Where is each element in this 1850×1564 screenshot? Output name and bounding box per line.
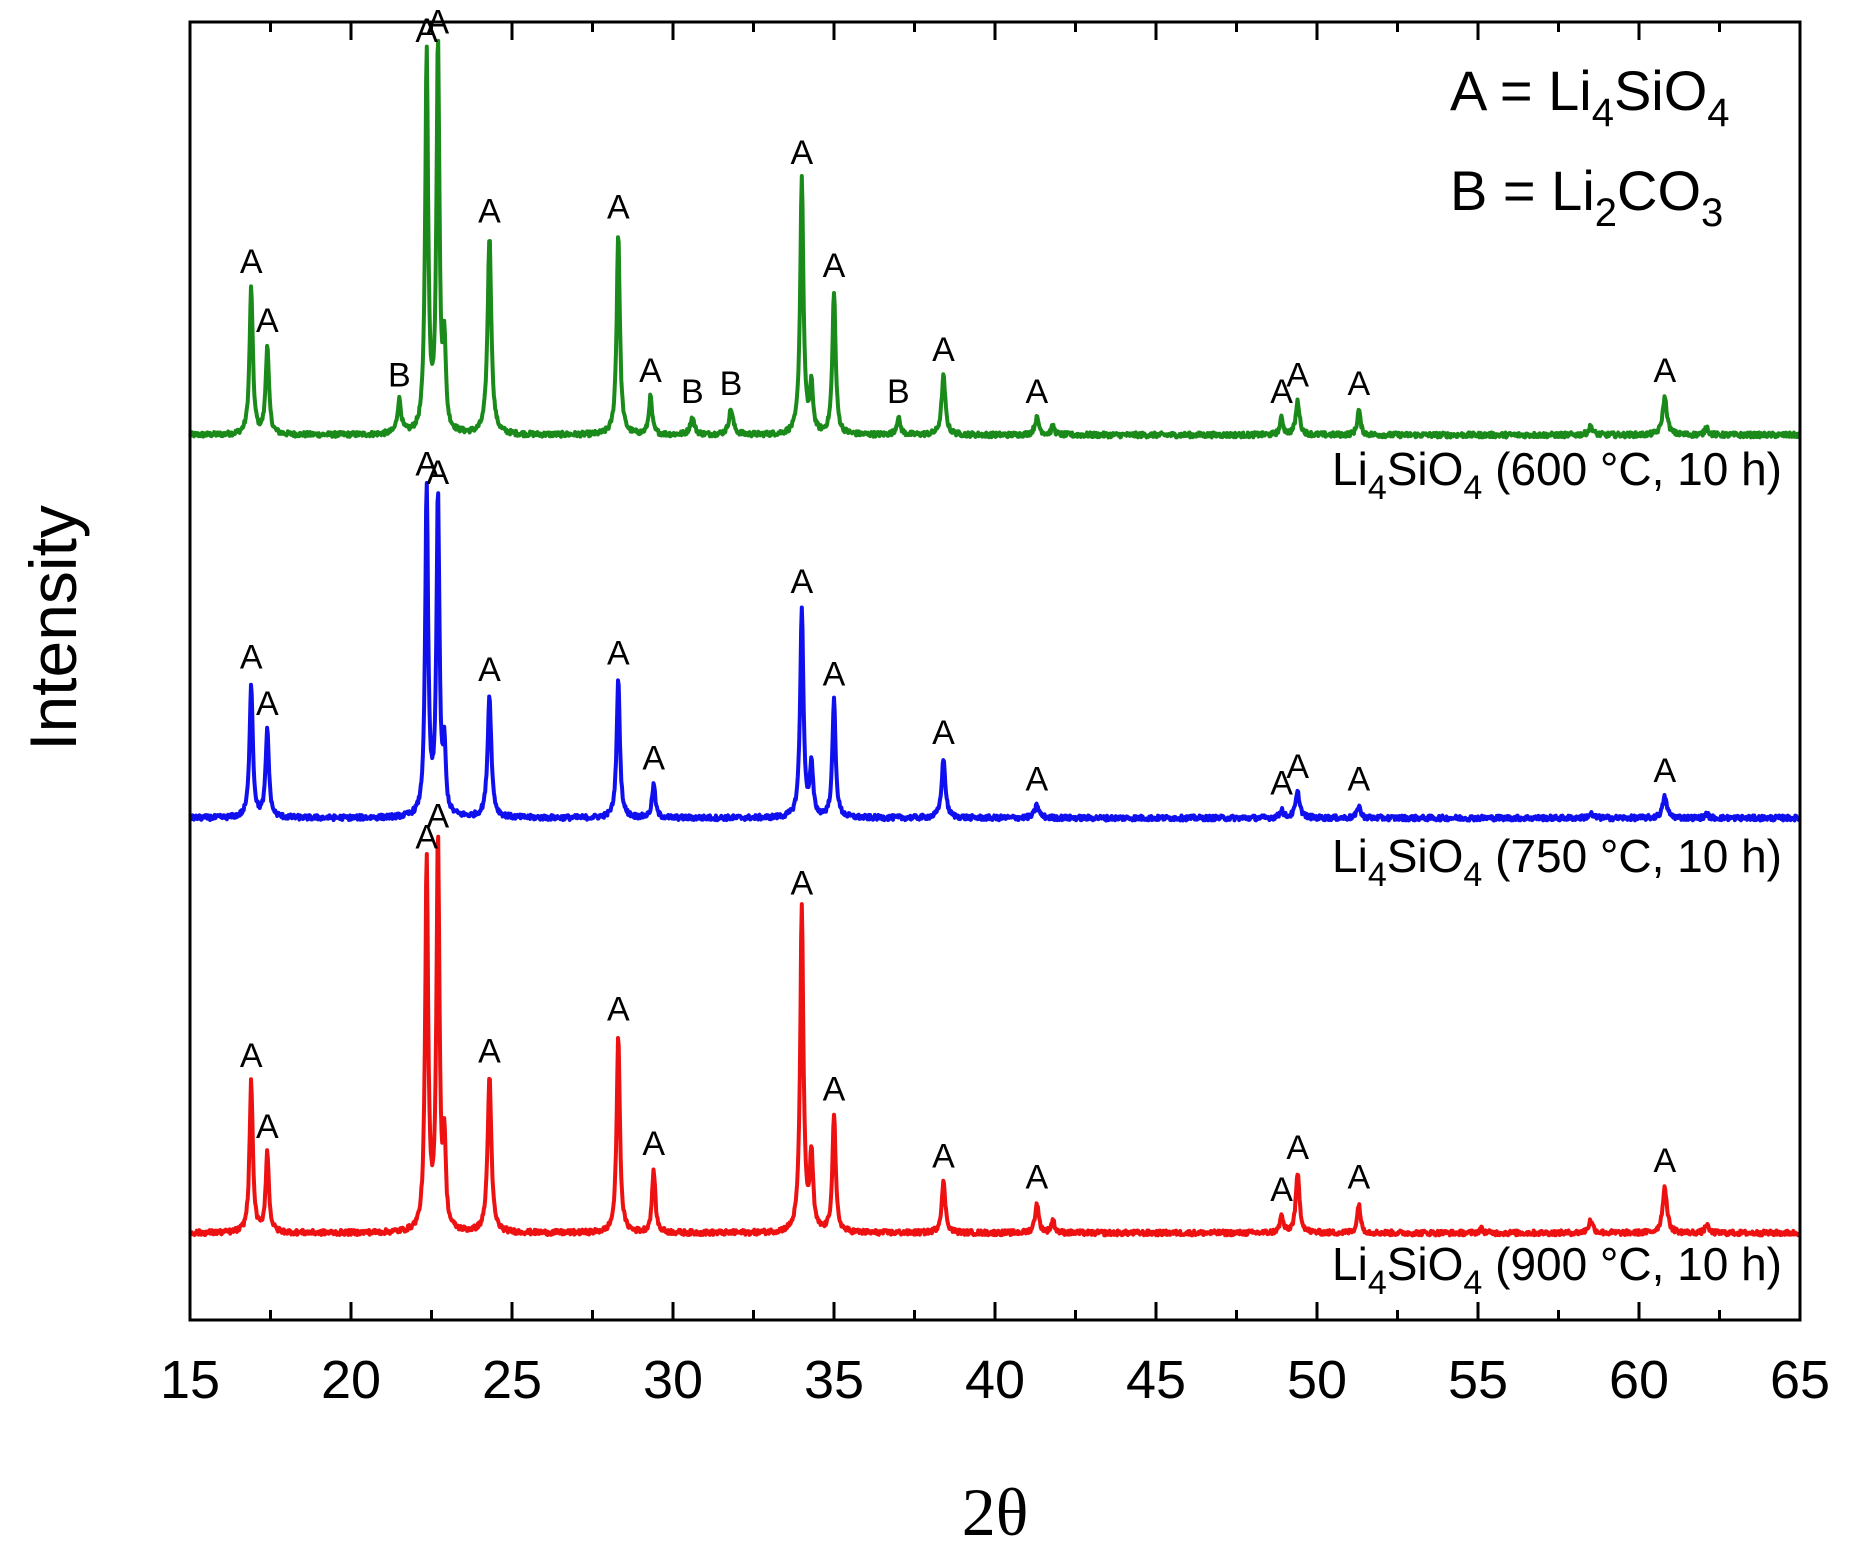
- peak-label: A: [932, 714, 955, 752]
- series-label: Li4SiO4 (600 °C, 10 h): [1332, 443, 1782, 507]
- peak-label: A: [607, 991, 630, 1029]
- x-tick-label: 25: [482, 1350, 542, 1410]
- series-2: [188, 481, 1802, 823]
- peak-label: A: [1026, 373, 1049, 411]
- x-tick-label: 15: [160, 1350, 220, 1410]
- series-line: [188, 481, 1802, 823]
- x-tick-label: 45: [1126, 1350, 1186, 1410]
- peak-label: A: [1270, 1171, 1293, 1209]
- peak-label: A: [1270, 373, 1293, 411]
- peak-label: A: [240, 639, 263, 677]
- peak-label: A: [790, 563, 813, 601]
- peak-label: A: [256, 1108, 279, 1146]
- peak-label: A: [478, 651, 501, 689]
- peak-label: A: [790, 134, 813, 172]
- peak-label: A: [478, 193, 501, 231]
- peak-label: A: [1348, 760, 1371, 798]
- x-tick-label: 50: [1287, 1350, 1347, 1410]
- peak-label: A: [823, 247, 846, 285]
- legend: A = Li4SiO4 B = Li2CO3: [1450, 59, 1730, 235]
- peak-label: A: [1026, 760, 1049, 798]
- peak-label: A: [607, 188, 630, 226]
- peak-label: B: [720, 365, 743, 403]
- peak-label: A: [1286, 1129, 1309, 1167]
- peak-label: A: [1286, 748, 1309, 786]
- series-label: Li4SiO4 (750 °C, 10 h): [1332, 830, 1782, 894]
- series-line: [188, 38, 1802, 440]
- series-label: Li4SiO4 (900 °C, 10 h): [1332, 1238, 1782, 1302]
- peak-label: A: [240, 1037, 263, 1075]
- peak-label: A: [1348, 1159, 1371, 1197]
- peak-label: B: [388, 356, 411, 394]
- series-3: [188, 834, 1802, 1238]
- legend-entry: B = Li2CO3: [1450, 159, 1723, 235]
- x-tick-label: 40: [965, 1350, 1025, 1410]
- peak-label: A: [1270, 765, 1293, 803]
- legend-entry: A = Li4SiO4: [1450, 59, 1730, 135]
- series-line: [188, 834, 1802, 1238]
- x-axis-title: 2θ: [962, 1474, 1029, 1550]
- peak-label: A: [823, 655, 846, 693]
- series-label-layer: Li4SiO4 (600 °C, 10 h) Li4SiO4 (750 °C, 1…: [1332, 443, 1782, 1302]
- peak-label: A: [1348, 365, 1371, 403]
- axes-layer: 15 20 25 30 35 40 45 50 55 60 65: [160, 20, 1830, 1410]
- x-tick-label: 55: [1448, 1350, 1508, 1410]
- peak-label: A: [1286, 356, 1309, 394]
- peak-label: A: [642, 739, 665, 777]
- peak-label: A: [639, 352, 662, 390]
- peak-label: A: [256, 302, 279, 340]
- peak-label: A: [607, 634, 630, 672]
- peak-label: A: [932, 331, 955, 369]
- peak-label: A: [427, 454, 450, 492]
- peak-label: A: [256, 685, 279, 723]
- peak-label: B: [887, 373, 910, 411]
- peak-label: A: [1653, 352, 1676, 390]
- peak-label: A: [240, 243, 263, 281]
- x-tick-label: 20: [321, 1350, 381, 1410]
- peak-label: A: [1653, 1142, 1676, 1180]
- peak-label: A: [415, 818, 438, 856]
- peak-label: A: [642, 1125, 665, 1163]
- series-layer: [188, 38, 1802, 1238]
- peak-label: A: [790, 865, 813, 903]
- series-1: [188, 38, 1802, 440]
- x-tick-label: 60: [1609, 1350, 1669, 1410]
- peak-label: A: [478, 1033, 501, 1071]
- peak-label: B: [681, 373, 704, 411]
- peak-label: A: [932, 1138, 955, 1176]
- x-tick-label: 65: [1770, 1350, 1830, 1410]
- y-axis-title: Intensity: [16, 505, 90, 751]
- x-tick-label: 35: [804, 1350, 864, 1410]
- peak-label: A: [1653, 752, 1676, 790]
- peak-label: A: [1026, 1159, 1049, 1197]
- peak-label: A: [823, 1070, 846, 1108]
- peak-label: A: [415, 445, 438, 483]
- peak-label: A: [427, 797, 450, 835]
- x-tick-label: 30: [643, 1350, 703, 1410]
